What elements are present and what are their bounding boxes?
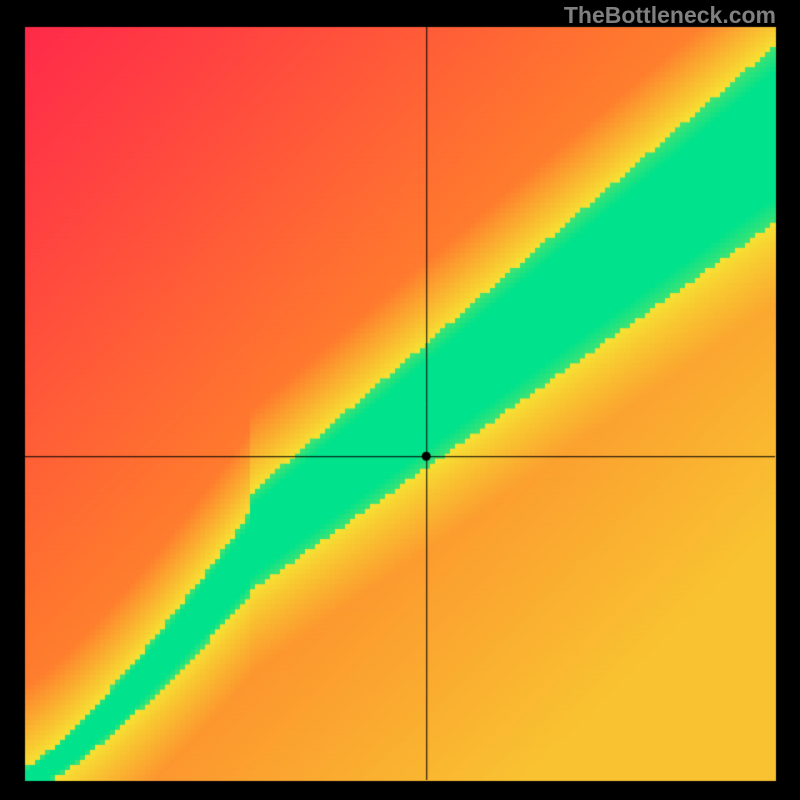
watermark-text: TheBottleneck.com bbox=[564, 2, 776, 29]
chart-container: { "canvas": { "width": 800, "height": 80… bbox=[0, 0, 800, 800]
bottleneck-heatmap bbox=[0, 0, 800, 800]
